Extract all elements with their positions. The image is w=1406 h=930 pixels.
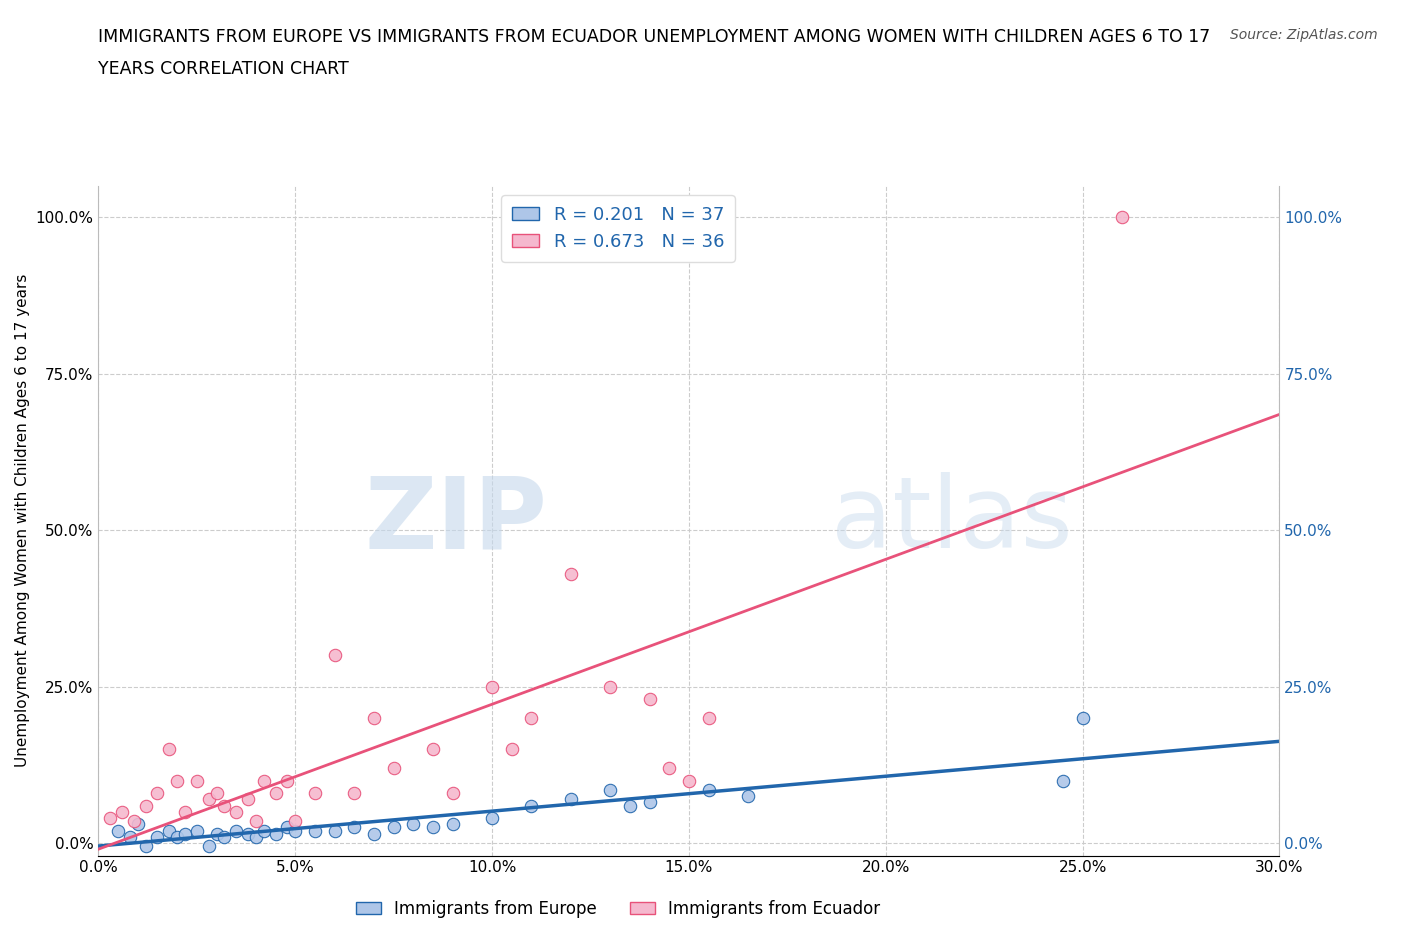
- Point: [214, 798, 236, 813]
- Point: [697, 782, 720, 797]
- Point: [599, 679, 621, 694]
- Point: [520, 711, 543, 725]
- Point: [225, 804, 247, 819]
- Point: [146, 830, 169, 844]
- Point: [284, 823, 307, 838]
- Point: [1071, 711, 1094, 725]
- Text: YEARS CORRELATION CHART: YEARS CORRELATION CHART: [98, 60, 349, 78]
- Point: [174, 804, 197, 819]
- Point: [422, 820, 444, 835]
- Legend: Immigrants from Europe, Immigrants from Ecuador: Immigrants from Europe, Immigrants from …: [349, 893, 887, 924]
- Point: [304, 786, 326, 801]
- Point: [599, 782, 621, 797]
- Point: [363, 711, 385, 725]
- Point: [638, 692, 661, 707]
- Point: [157, 823, 180, 838]
- Point: [1111, 210, 1133, 225]
- Point: [1052, 773, 1074, 788]
- Point: [382, 761, 405, 776]
- Point: [658, 761, 681, 776]
- Point: [111, 804, 134, 819]
- Point: [186, 773, 208, 788]
- Point: [146, 786, 169, 801]
- Point: [343, 786, 366, 801]
- Point: [245, 814, 267, 829]
- Point: [422, 742, 444, 757]
- Point: [678, 773, 700, 788]
- Point: [560, 566, 582, 581]
- Point: [174, 826, 197, 841]
- Text: ZIP: ZIP: [364, 472, 547, 569]
- Point: [441, 786, 464, 801]
- Point: [205, 786, 228, 801]
- Point: [166, 830, 188, 844]
- Point: [697, 711, 720, 725]
- Point: [253, 773, 276, 788]
- Point: [441, 817, 464, 831]
- Point: [186, 823, 208, 838]
- Point: [382, 820, 405, 835]
- Point: [737, 789, 759, 804]
- Point: [402, 817, 425, 831]
- Point: [205, 826, 228, 841]
- Point: [122, 814, 145, 829]
- Point: [520, 798, 543, 813]
- Point: [619, 798, 641, 813]
- Text: Source: ZipAtlas.com: Source: ZipAtlas.com: [1230, 28, 1378, 42]
- Point: [118, 830, 141, 844]
- Point: [323, 823, 346, 838]
- Point: [225, 823, 247, 838]
- Point: [264, 786, 287, 801]
- Point: [236, 791, 259, 806]
- Point: [166, 773, 188, 788]
- Point: [157, 742, 180, 757]
- Point: [98, 811, 121, 826]
- Point: [638, 795, 661, 810]
- Point: [245, 830, 267, 844]
- Point: [501, 742, 523, 757]
- Point: [323, 648, 346, 663]
- Point: [135, 839, 157, 854]
- Y-axis label: Unemployment Among Women with Children Ages 6 to 17 years: Unemployment Among Women with Children A…: [15, 274, 30, 767]
- Point: [127, 817, 149, 831]
- Point: [276, 820, 298, 835]
- Point: [560, 791, 582, 806]
- Point: [481, 679, 503, 694]
- Point: [481, 811, 503, 826]
- Point: [253, 823, 276, 838]
- Point: [107, 823, 129, 838]
- Text: IMMIGRANTS FROM EUROPE VS IMMIGRANTS FROM ECUADOR UNEMPLOYMENT AMONG WOMEN WITH : IMMIGRANTS FROM EUROPE VS IMMIGRANTS FRO…: [98, 28, 1211, 46]
- Point: [214, 830, 236, 844]
- Point: [135, 798, 157, 813]
- Point: [363, 826, 385, 841]
- Point: [284, 814, 307, 829]
- Point: [304, 823, 326, 838]
- Point: [197, 839, 219, 854]
- Point: [276, 773, 298, 788]
- Point: [343, 820, 366, 835]
- Point: [197, 791, 219, 806]
- Text: atlas: atlas: [831, 472, 1073, 569]
- Point: [264, 826, 287, 841]
- Point: [236, 826, 259, 841]
